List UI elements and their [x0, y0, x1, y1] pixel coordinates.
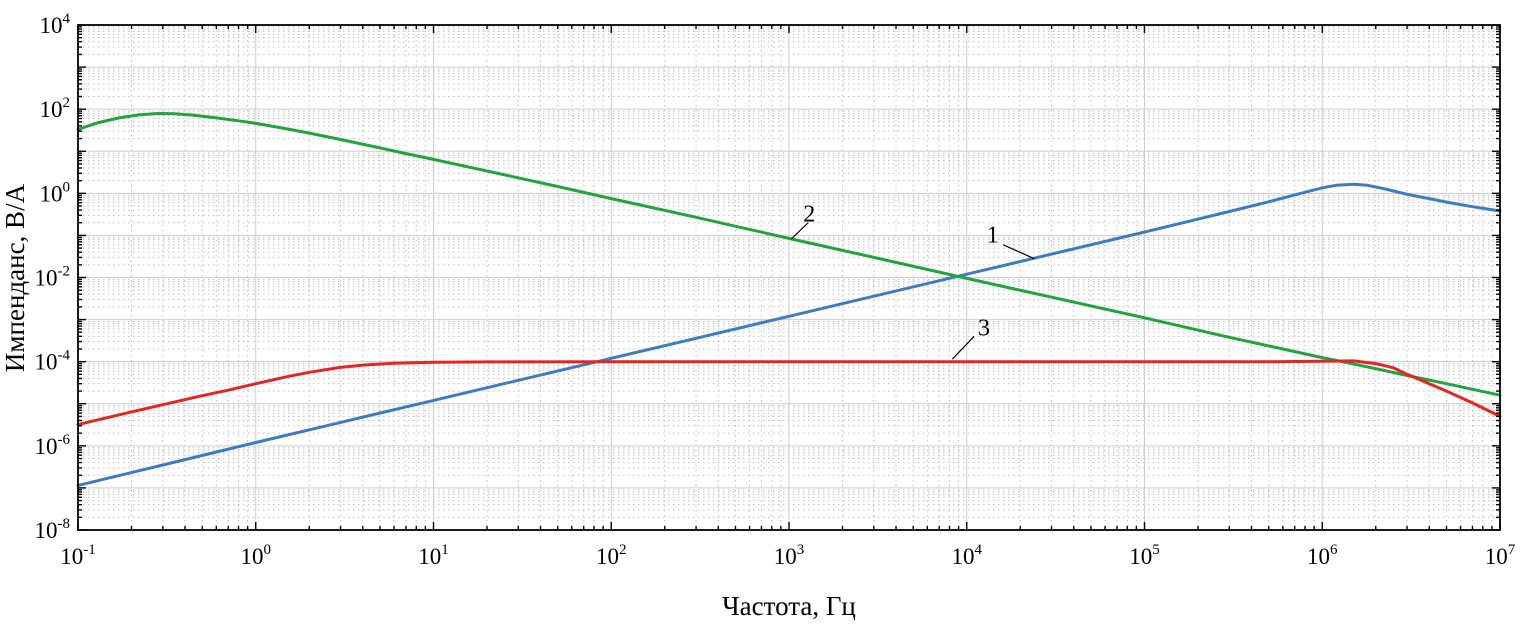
curve-label-2: 2: [803, 202, 815, 228]
curves: [76, 112, 1502, 487]
major-gridlines: [77, 24, 1501, 531]
y-tick-label: 102: [40, 95, 71, 122]
chart-layers: 10-1 100 101 102 103 104 105 106 107 10-8 10-6 10-4…: [35, 11, 1516, 569]
y-axis-label: Импенданс, В/А: [0, 183, 30, 372]
curve-label-1: 1: [987, 223, 999, 249]
y-tick-label: 10-2: [35, 264, 71, 291]
x-axis-label: Частота, Гц: [722, 591, 856, 621]
curve-annotations: 1 2 3: [790, 202, 1035, 360]
y-tick-label: 100: [40, 179, 71, 206]
curve-3: [76, 359, 1502, 427]
x-tick-label: 107: [1485, 542, 1516, 569]
curve-label-3: 3: [978, 315, 990, 341]
x-tick-label: 106: [1307, 542, 1338, 569]
x-tick-label: 101: [418, 542, 449, 569]
y-tick-label: 10-4: [35, 348, 71, 375]
tick-labels: 10-1 100 101 102 103 104 105 106 107 10-8 10-6 10-4…: [35, 11, 1516, 569]
curve-1: [76, 182, 1502, 487]
x-tick-label: 102: [596, 542, 627, 569]
axes-box: [77, 24, 1501, 531]
y-tick-label: 104: [40, 11, 71, 38]
x-tick-label: 100: [241, 542, 272, 569]
x-tick-label: 104: [952, 542, 983, 569]
y-tick-label: 10-8: [35, 516, 71, 543]
x-tick-label: 10-1: [60, 542, 96, 569]
x-tick-label: 103: [774, 542, 805, 569]
x-tick-label: 105: [1129, 542, 1160, 569]
y-tick-label: 10-6: [35, 432, 71, 459]
